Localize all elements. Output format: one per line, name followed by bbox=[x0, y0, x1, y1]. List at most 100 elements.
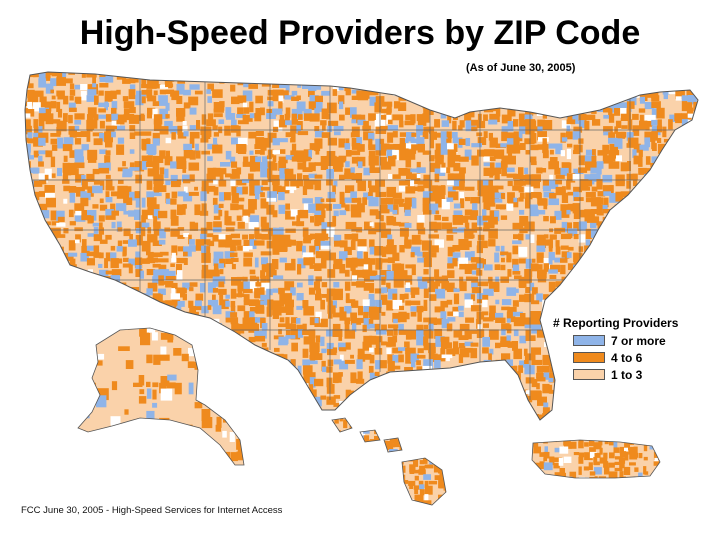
zip-cell bbox=[386, 149, 395, 158]
zip-cell bbox=[398, 180, 407, 186]
zip-cell bbox=[447, 342, 453, 349]
zip-cell bbox=[68, 209, 74, 218]
zip-cell bbox=[389, 440, 394, 445]
zip-cell bbox=[303, 395, 308, 402]
zip-cell bbox=[614, 299, 622, 307]
zip-cell bbox=[470, 342, 479, 347]
zip-cell bbox=[230, 288, 237, 299]
zip-cell bbox=[706, 317, 716, 325]
zip-cell bbox=[273, 179, 279, 188]
zip-cell bbox=[297, 264, 302, 275]
zip-cell bbox=[56, 210, 65, 221]
zip-cell bbox=[452, 186, 464, 190]
zip-cell bbox=[78, 459, 89, 465]
zip-cell bbox=[674, 210, 685, 220]
zip-cell bbox=[643, 482, 651, 486]
zip-cell bbox=[51, 95, 56, 100]
zip-cell bbox=[170, 174, 178, 184]
zip-cell bbox=[434, 173, 440, 183]
zip-cell bbox=[165, 276, 176, 281]
zip-cell bbox=[644, 137, 651, 148]
zip-cell bbox=[356, 317, 367, 324]
zip-cell bbox=[243, 323, 249, 331]
zip-cell bbox=[550, 264, 560, 272]
zip-cell bbox=[33, 150, 40, 158]
zip-cell bbox=[506, 138, 514, 149]
zip-cell bbox=[674, 162, 682, 172]
zip-cell bbox=[471, 270, 479, 275]
zip-cell bbox=[543, 372, 552, 380]
zip-cell bbox=[524, 317, 533, 328]
zip-cell bbox=[471, 371, 481, 381]
zip-cell bbox=[368, 132, 375, 141]
zip-cell bbox=[363, 192, 374, 200]
zip-cell bbox=[645, 204, 655, 209]
zip-cell bbox=[230, 330, 241, 337]
zip-cell bbox=[435, 73, 444, 80]
zip-cell bbox=[459, 101, 470, 107]
zip-cell bbox=[314, 263, 322, 271]
zip-cell bbox=[638, 108, 646, 113]
zip-cell bbox=[201, 150, 210, 155]
zip-cell bbox=[698, 155, 705, 160]
zip-cell bbox=[393, 221, 401, 226]
zip-cell bbox=[38, 311, 44, 320]
zip-cell bbox=[351, 227, 359, 232]
zip-cell bbox=[489, 168, 500, 176]
zip-cell bbox=[249, 317, 258, 325]
zip-cell bbox=[249, 395, 255, 402]
zip-cell bbox=[297, 108, 303, 118]
zip-cell bbox=[170, 209, 177, 220]
zip-cell bbox=[92, 185, 103, 194]
zip-cell bbox=[224, 354, 233, 361]
zip-cell bbox=[279, 186, 290, 194]
zip-cell bbox=[353, 449, 358, 459]
zip-cell bbox=[25, 401, 28, 408]
zip-cell bbox=[339, 360, 349, 370]
zip-cell bbox=[560, 407, 568, 417]
zip-cell bbox=[518, 167, 524, 176]
zip-cell bbox=[680, 317, 692, 323]
zip-cell bbox=[446, 227, 458, 234]
zip-cell bbox=[538, 420, 542, 425]
zip-cell bbox=[304, 113, 313, 121]
zip-cell bbox=[141, 209, 150, 220]
zip-cell bbox=[231, 125, 239, 133]
zip-cell bbox=[580, 66, 584, 71]
zip-cell bbox=[86, 258, 95, 266]
zip-cell bbox=[609, 221, 615, 226]
zip-cell bbox=[284, 173, 291, 181]
zip-cell bbox=[105, 179, 113, 187]
zip-cell bbox=[25, 240, 28, 248]
zip-cell bbox=[38, 132, 49, 143]
zip-cell bbox=[681, 348, 691, 353]
zip-cell bbox=[308, 287, 316, 295]
zip-cell bbox=[207, 341, 212, 346]
zip-cell bbox=[261, 156, 268, 164]
zip-cell bbox=[93, 180, 100, 185]
zip-cell bbox=[507, 395, 515, 400]
zip-cell bbox=[385, 429, 390, 437]
zip-cell bbox=[394, 101, 401, 109]
zip-cell bbox=[303, 167, 313, 172]
zip-cell bbox=[229, 432, 235, 442]
zip-cell bbox=[543, 108, 550, 114]
zip-cell bbox=[553, 457, 562, 463]
zip-cell bbox=[368, 475, 377, 485]
zip-cell bbox=[626, 299, 634, 309]
zip-cell bbox=[255, 421, 260, 427]
zip-cell bbox=[368, 89, 379, 96]
zip-cell bbox=[680, 173, 685, 182]
zip-cell bbox=[447, 107, 456, 116]
zip-cell bbox=[350, 204, 358, 212]
zip-cell bbox=[380, 209, 390, 214]
zip-cell bbox=[279, 240, 288, 252]
zip-cell bbox=[380, 143, 390, 151]
zip-cell bbox=[435, 155, 444, 165]
zip-cell bbox=[379, 470, 386, 478]
legend-item-mid: 4 to 6 bbox=[573, 349, 678, 366]
zip-cell bbox=[243, 299, 250, 306]
zip-cell bbox=[639, 269, 651, 274]
zip-cell bbox=[123, 114, 135, 121]
zip-cell bbox=[212, 197, 218, 205]
